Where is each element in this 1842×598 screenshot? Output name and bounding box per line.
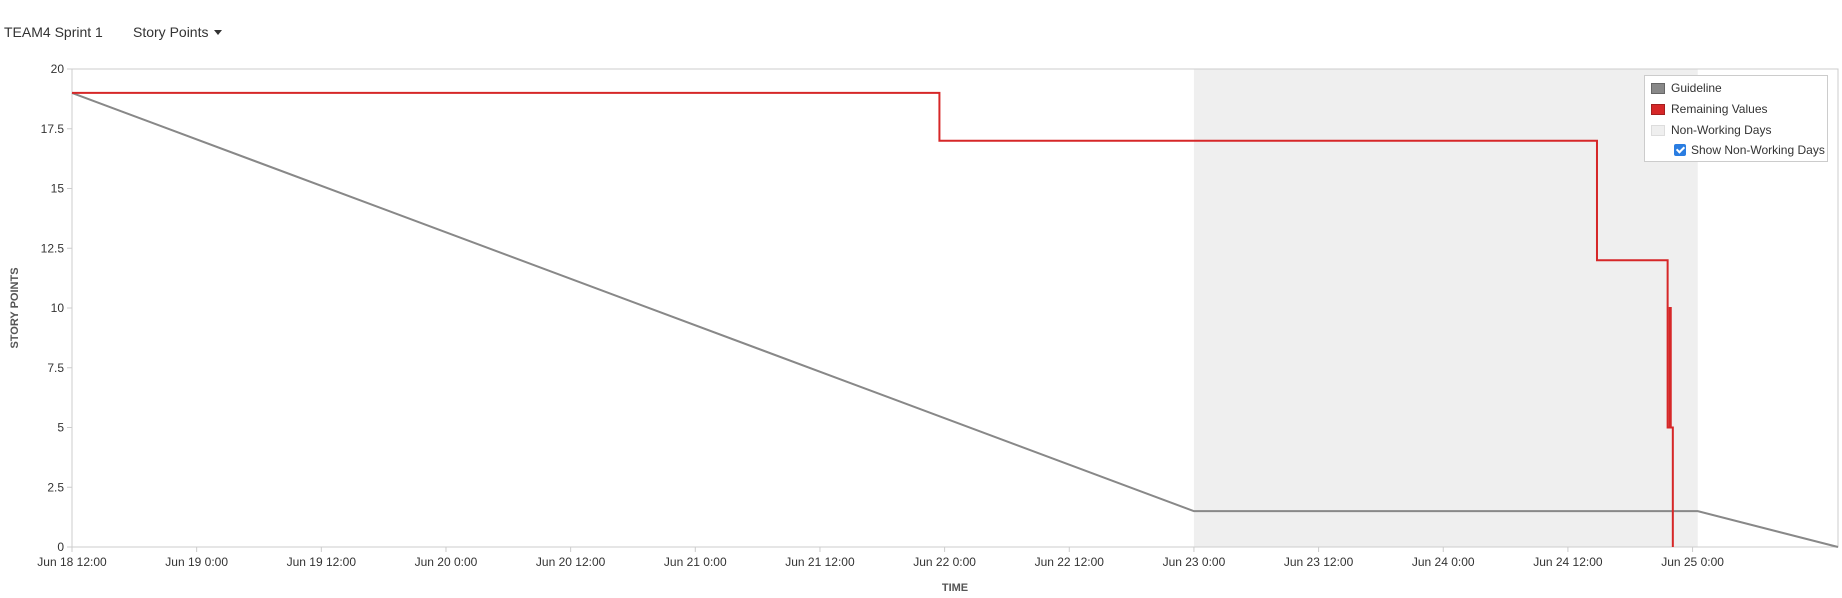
- remaining-values-line: [72, 91, 1674, 547]
- x-tick-label: Jun 20 0:00: [415, 555, 478, 569]
- legend-label-remaining: Remaining Values: [1671, 102, 1768, 116]
- x-axis-title: TIME: [942, 582, 968, 594]
- x-tick-label: Jun 24 0:00: [1412, 555, 1475, 569]
- x-tick-label: Jun 23 12:00: [1284, 555, 1354, 569]
- x-tick-label: Jun 22 0:00: [913, 555, 976, 569]
- checkbox-checked-icon[interactable]: [1674, 144, 1686, 156]
- metric-selector-dropdown[interactable]: Story Points: [133, 24, 223, 40]
- y-tick-label: 2.5: [47, 480, 64, 494]
- caret-down-icon: [214, 29, 223, 35]
- y-tick-label: 15: [51, 182, 65, 196]
- legend-label-non-working: Non-Working Days: [1671, 123, 1772, 137]
- remaining-swatch: [1651, 103, 1665, 115]
- series-lines: [71, 91, 1839, 548]
- y-tick-label: 5: [57, 421, 64, 435]
- guideline-swatch: [1651, 82, 1665, 94]
- y-axis-title: STORY POINTS: [9, 267, 21, 348]
- x-tick-label: Jun 24 12:00: [1533, 555, 1603, 569]
- x-tick-label: Jun 19 12:00: [287, 555, 357, 569]
- x-tick-label: Jun 21 12:00: [785, 555, 855, 569]
- x-tick-label: Jun 22 12:00: [1035, 555, 1105, 569]
- x-tick-label: Jun 18 12:00: [37, 555, 107, 569]
- y-tick-label: 17.5: [41, 122, 65, 136]
- y-tick-label: 20: [51, 62, 65, 76]
- non-working-swatch: [1651, 124, 1665, 136]
- legend-item-non-working[interactable]: Non-Working Days: [1651, 123, 1771, 137]
- legend-item-remaining[interactable]: Remaining Values: [1651, 102, 1768, 116]
- y-axis-ticks: 0 2.5 5 7.5 10 12.5 15 17.5 20: [41, 62, 72, 554]
- non-working-band: [1193, 69, 1698, 547]
- y-tick-label: 10: [51, 301, 65, 315]
- x-tick-label: Jun 19 0:00: [165, 555, 228, 569]
- guideline-line: [71, 91, 1839, 548]
- x-tick-label: Jun 20 12:00: [536, 555, 606, 569]
- show-non-working-toggle[interactable]: Show Non-Working Days: [1674, 143, 1825, 157]
- x-tick-label: Jun 25 0:00: [1661, 555, 1724, 569]
- sprint-name: TEAM4 Sprint 1: [4, 24, 103, 40]
- legend-label-guideline: Guideline: [1671, 81, 1722, 95]
- x-tick-label: Jun 23 0:00: [1163, 555, 1226, 569]
- legend-item-guideline[interactable]: Guideline: [1651, 81, 1722, 95]
- y-tick-label: 12.5: [41, 241, 65, 255]
- y-tick-label: 7.5: [47, 361, 64, 375]
- x-axis-ticks: Jun 18 12:00 Jun 19 0:00 Jun 19 12:00 Jun 2…: [37, 547, 1724, 569]
- show-non-working-label: Show Non-Working Days: [1691, 143, 1825, 157]
- y-tick-label: 0: [57, 540, 64, 554]
- non-working-bands: [1193, 69, 1698, 547]
- chart-legend: Guideline Remaining Values Non-Working D…: [1644, 75, 1828, 162]
- x-tick-label: Jun 21 0:00: [664, 555, 727, 569]
- sprint-header: TEAM4 Sprint 1 Story Points: [0, 0, 1842, 60]
- metric-selector-label: Story Points: [133, 24, 209, 40]
